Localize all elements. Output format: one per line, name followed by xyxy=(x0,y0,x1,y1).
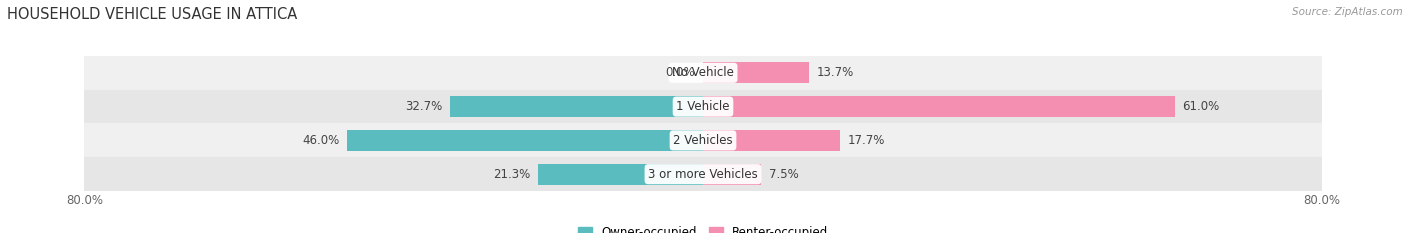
Bar xyxy=(347,130,703,151)
Bar xyxy=(84,56,1322,90)
Text: 32.7%: 32.7% xyxy=(405,100,443,113)
Text: 21.3%: 21.3% xyxy=(494,168,530,181)
Bar xyxy=(84,157,1322,191)
Text: 7.5%: 7.5% xyxy=(769,168,799,181)
Text: 0.0%: 0.0% xyxy=(665,66,696,79)
Bar xyxy=(703,96,1175,117)
Text: 2 Vehicles: 2 Vehicles xyxy=(673,134,733,147)
Text: Source: ZipAtlas.com: Source: ZipAtlas.com xyxy=(1292,7,1403,17)
Text: 17.7%: 17.7% xyxy=(848,134,884,147)
Text: 3 or more Vehicles: 3 or more Vehicles xyxy=(648,168,758,181)
Bar xyxy=(703,130,839,151)
Text: No Vehicle: No Vehicle xyxy=(672,66,734,79)
Bar xyxy=(84,90,1322,123)
Bar xyxy=(538,164,703,185)
Bar xyxy=(703,164,761,185)
Text: 13.7%: 13.7% xyxy=(817,66,853,79)
Bar xyxy=(84,123,1322,157)
Legend: Owner-occupied, Renter-occupied: Owner-occupied, Renter-occupied xyxy=(572,221,834,233)
Bar xyxy=(703,62,808,83)
Text: 1 Vehicle: 1 Vehicle xyxy=(676,100,730,113)
Bar xyxy=(450,96,703,117)
Text: HOUSEHOLD VEHICLE USAGE IN ATTICA: HOUSEHOLD VEHICLE USAGE IN ATTICA xyxy=(7,7,297,22)
Text: 46.0%: 46.0% xyxy=(302,134,340,147)
Text: 61.0%: 61.0% xyxy=(1182,100,1219,113)
